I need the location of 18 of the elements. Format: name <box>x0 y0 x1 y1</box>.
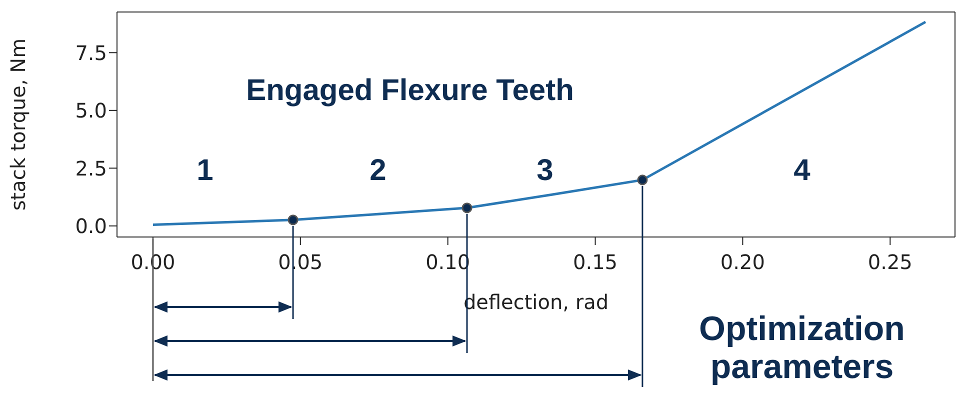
x-tick-label: 0.15 <box>573 250 618 274</box>
annotation: 4 <box>794 154 811 187</box>
point <box>288 214 298 226</box>
line-series <box>152 20 927 226</box>
point <box>637 174 648 186</box>
point <box>462 202 472 214</box>
annotation: Engaged Flexure Teeth <box>246 74 574 107</box>
text: Optimization parameters <box>699 310 905 386</box>
annotation: 2 <box>370 154 386 187</box>
annotation: 1 <box>196 154 214 187</box>
x-tick-label: 0.25 <box>868 250 912 274</box>
y-tick-label: 2.5 <box>75 156 107 180</box>
y-tick-label: 5.0 <box>75 98 107 123</box>
x-tick-label: 0.20 <box>720 250 765 274</box>
y-tick-label: 0.0 <box>75 214 107 238</box>
y-axis-title: stack torque, Nm <box>6 38 30 211</box>
annotation: 3 <box>536 154 554 187</box>
y-tick-label: 7.5 <box>75 40 107 65</box>
